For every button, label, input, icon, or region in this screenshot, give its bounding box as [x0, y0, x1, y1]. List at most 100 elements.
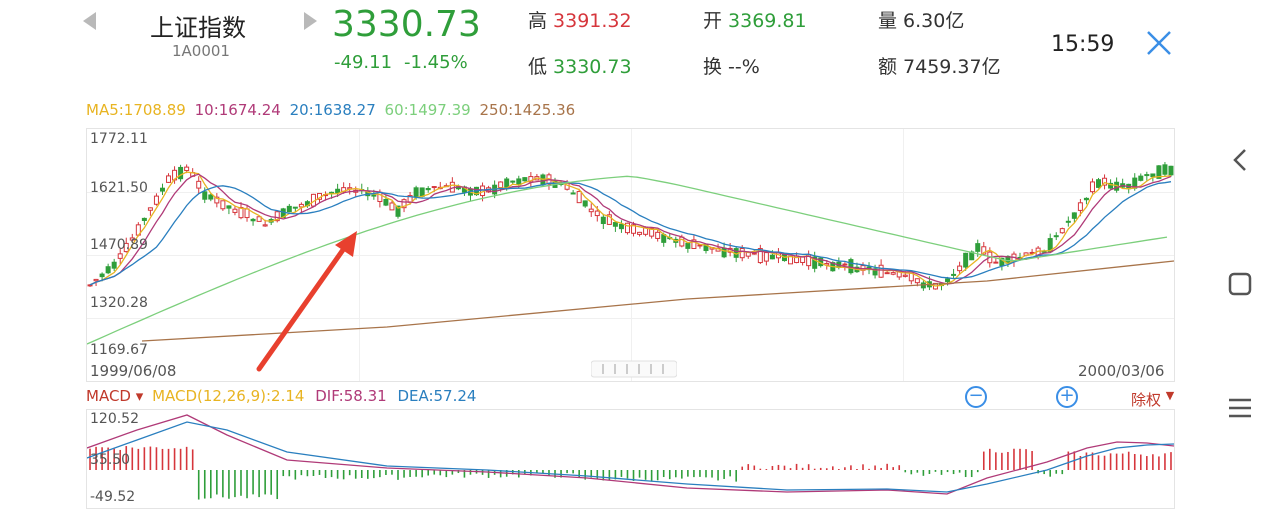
candle-body — [238, 206, 244, 219]
macd-dea: DEA:57.24 — [397, 387, 477, 405]
back-icon[interactable] — [1224, 144, 1256, 176]
candle-body — [93, 278, 99, 282]
candle-body — [993, 261, 999, 264]
index-code: 1A0001 — [172, 42, 230, 60]
ma250-value: 250:1425.36 — [479, 101, 576, 119]
candle-body — [957, 265, 963, 272]
zoom-out-icon[interactable]: − — [965, 386, 987, 408]
kline-chart[interactable] — [86, 128, 1175, 382]
amount-stat: 额 7459.37亿 — [878, 52, 1001, 79]
current-price: 3330.73 — [332, 4, 481, 45]
candle-body — [606, 214, 612, 225]
quote-header: 上证指数 1A0001 3330.73 -49.11 -1.45% 高 3391.… — [0, 0, 1269, 100]
dea-line — [87, 421, 1174, 493]
chart-scroll-handle[interactable] — [590, 360, 678, 378]
candle-body — [286, 205, 292, 213]
next-stock-arrow-icon[interactable] — [298, 10, 322, 34]
kline-y-label: 1772.11 — [90, 131, 148, 147]
candle-body — [389, 202, 395, 211]
ma250-line — [141, 260, 1174, 342]
chevron-down-icon: ▼ — [1165, 389, 1175, 402]
candle-body — [624, 222, 630, 234]
candle-body — [196, 180, 202, 189]
candle-body — [129, 237, 135, 241]
turnover-label: 换 — [703, 56, 723, 78]
candle-body — [1168, 165, 1174, 176]
rights-adjust-selector[interactable]: 除权 ▼ — [1131, 389, 1174, 410]
candle-body — [685, 242, 691, 249]
candle-body — [1047, 238, 1053, 253]
candle-body — [812, 256, 818, 269]
candle-body — [594, 210, 600, 217]
grid-line — [87, 255, 1174, 256]
candle-body — [111, 261, 117, 269]
candle-body — [419, 187, 425, 197]
candle-body — [292, 206, 298, 209]
low-stat: 低 3330.73 — [528, 52, 632, 79]
candle-body — [945, 278, 951, 283]
macd-legend: MACD ▾ MACD(12,26,9):2.14 DIF:58.31 DEA:… — [86, 387, 1175, 409]
home-icon[interactable] — [1224, 268, 1256, 300]
rights-adjust-label: 除权 — [1131, 391, 1162, 409]
candle-body — [721, 247, 727, 258]
candle-body — [951, 273, 957, 276]
candle-body — [298, 203, 304, 208]
candle-body — [679, 236, 685, 247]
ma60-line — [87, 175, 1168, 345]
candle-body — [178, 166, 184, 180]
close-icon[interactable] — [1144, 28, 1174, 58]
candle-body — [975, 243, 981, 252]
high-stat: 高 3391.32 — [528, 6, 632, 33]
date-start-label: 1999/06/08 — [90, 362, 177, 380]
candle-body — [649, 227, 655, 237]
candle-body — [631, 224, 637, 234]
ma10-value: 10:1674.24 — [194, 101, 281, 119]
candle-body — [878, 264, 884, 278]
candle-body — [498, 181, 504, 189]
indicator-selector[interactable]: MACD ▾ — [86, 387, 144, 405]
candle-body — [576, 191, 582, 204]
candle-body — [226, 205, 232, 209]
macd-chart[interactable] — [86, 409, 1175, 509]
candle-body — [872, 268, 878, 276]
candle-body — [431, 186, 437, 189]
candle-body — [914, 278, 920, 284]
candle-body — [655, 231, 661, 239]
candle-body — [510, 180, 516, 183]
high-value: 3391.32 — [553, 10, 632, 32]
candle-body — [153, 195, 159, 205]
candle-body — [637, 231, 643, 235]
candle-body — [588, 208, 594, 213]
grid-line — [87, 318, 1174, 319]
macd-y-label: 120.52 — [90, 411, 139, 427]
candle-body — [335, 188, 341, 194]
prev-stock-arrow-icon[interactable] — [78, 10, 102, 34]
candle-body — [890, 272, 896, 275]
macd-svg — [87, 414, 1174, 500]
candle-body — [117, 253, 123, 259]
amount-value: 7459.37亿 — [903, 56, 1001, 78]
candle-body — [147, 207, 153, 211]
macd-y-label: -49.52 — [90, 489, 136, 505]
candle-body — [1065, 220, 1071, 223]
clock-time: 15:59 — [1051, 32, 1115, 57]
candle-body — [600, 216, 606, 225]
kline-svg — [87, 162, 1174, 372]
candle-body — [618, 223, 624, 230]
candle-body — [395, 205, 401, 217]
menu-icon[interactable] — [1224, 392, 1256, 424]
candle-body — [262, 224, 268, 227]
amount-label: 额 — [878, 56, 898, 78]
candle-body — [208, 194, 214, 200]
zoom-in-icon[interactable]: + — [1056, 386, 1078, 408]
candle-body — [757, 248, 763, 264]
price-change-percent: -1.45% — [404, 52, 468, 73]
candle-body — [383, 198, 389, 206]
candle-body — [141, 217, 147, 221]
ma20-line — [89, 181, 1172, 286]
candle-body — [166, 175, 172, 183]
low-value: 3330.73 — [553, 56, 632, 78]
candle-body — [87, 284, 93, 287]
kline-y-label: 1621.50 — [90, 180, 148, 196]
candle-body — [413, 187, 419, 198]
